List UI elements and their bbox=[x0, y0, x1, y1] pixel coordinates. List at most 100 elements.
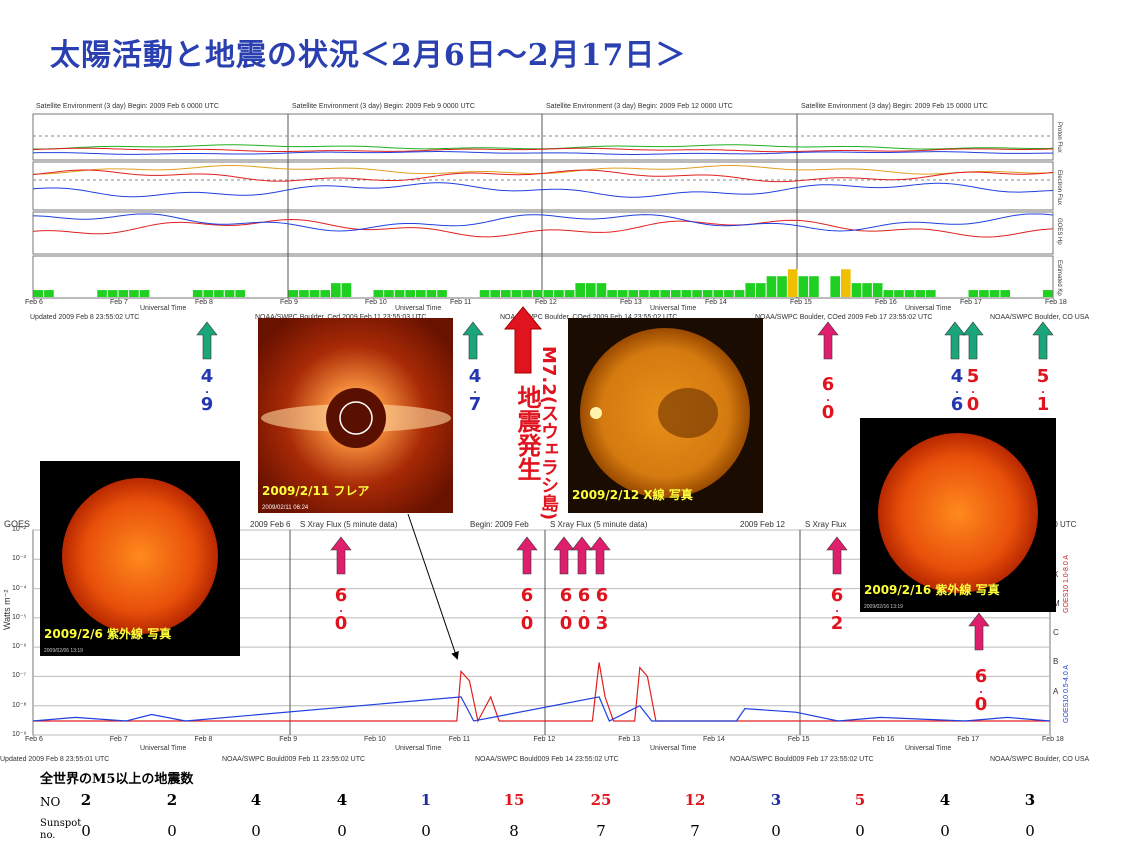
magnitude-arrow-icon bbox=[516, 536, 538, 575]
kp-bar bbox=[734, 290, 745, 297]
top-day-label: Feb 15 bbox=[790, 299, 812, 306]
kp-bar bbox=[904, 290, 915, 297]
kp-bar bbox=[883, 290, 894, 297]
quake-count-cell: 2 bbox=[166, 791, 178, 809]
kp-bar bbox=[660, 290, 670, 297]
sunspot-count-cell: 0 bbox=[940, 822, 950, 840]
goes10-long-label: GOES10 1.0-8.0 A bbox=[1063, 555, 1070, 613]
xray-header-3: S Xray Flux (5 minute data) bbox=[300, 520, 398, 529]
kp-bar bbox=[617, 290, 628, 297]
sunspot-count-cell: 0 bbox=[81, 822, 91, 840]
magnitude-arrow-icon bbox=[589, 536, 611, 575]
sunspot-count-cell: 8 bbox=[509, 822, 519, 840]
kp-bar bbox=[235, 290, 245, 297]
mag-digit: 4 bbox=[200, 366, 214, 387]
kp-bar bbox=[139, 290, 150, 297]
xray-header-6: 2009 Feb 12 bbox=[740, 520, 785, 529]
mag-digit: 9 bbox=[200, 394, 214, 415]
kp-bar bbox=[288, 290, 299, 297]
kp-bar bbox=[501, 290, 511, 297]
quake-arrow-icon bbox=[503, 306, 543, 374]
xray-day-label: Feb 13 bbox=[618, 736, 641, 743]
kp-bar bbox=[511, 290, 522, 297]
top-day-label: Feb 16 bbox=[875, 299, 897, 306]
kp-bar bbox=[979, 290, 989, 297]
top-day-label: Feb 11 bbox=[450, 299, 472, 306]
mag-dot: . bbox=[979, 685, 983, 696]
goes10-short-label: GOES10 0.5-4.0 A bbox=[1063, 665, 1070, 723]
kp-bar bbox=[97, 290, 107, 297]
kp-bar bbox=[299, 290, 309, 297]
mag-digit: 1 bbox=[1036, 394, 1050, 415]
mag-digit: 6 bbox=[559, 585, 573, 606]
kp-bar bbox=[405, 290, 415, 297]
top-day-label: Feb 7 bbox=[110, 299, 128, 306]
kp-bar bbox=[192, 290, 203, 297]
quake-count-cell: 15 bbox=[503, 791, 525, 809]
row-label-no: NO bbox=[40, 795, 61, 809]
kp-bar bbox=[1000, 290, 1010, 297]
photo-stamp: 2009/02/11 06:24 bbox=[262, 505, 309, 511]
kp-bar bbox=[702, 290, 713, 297]
mag-digit: 3 bbox=[595, 613, 609, 634]
xray-footer-2: NOAA/SWPC Bould009 Feb 11 23:55:02 UTC bbox=[222, 756, 366, 763]
sun-uv-photo-feb6: 2009/2/6 紫外線 写真 2009/02/06 13:19 bbox=[40, 461, 240, 656]
xray-ytick: 10⁻⁵ bbox=[12, 613, 27, 621]
mag-digit: 6 bbox=[950, 394, 964, 415]
xray-ytick: 10⁻³ bbox=[12, 555, 26, 563]
kp-bar bbox=[777, 276, 787, 297]
kp-bar bbox=[214, 290, 224, 297]
kp-bar bbox=[320, 290, 330, 297]
photo-caption: 2009/2/12 X線 写真 bbox=[572, 488, 693, 502]
magnitude-label: 5.1 bbox=[1031, 366, 1055, 416]
kp-bar bbox=[851, 283, 862, 297]
xray-day-label: Feb 12 bbox=[533, 736, 556, 743]
kp-bar bbox=[532, 290, 543, 297]
kp-bar bbox=[926, 290, 936, 297]
mag-digit: 0 bbox=[559, 613, 573, 634]
flux-trace bbox=[32, 182, 1054, 198]
kp-bar bbox=[798, 276, 809, 297]
top-day-label: Feb 9 bbox=[280, 299, 298, 306]
kp-bar bbox=[44, 290, 54, 297]
kp-bar bbox=[872, 283, 883, 297]
sunspot-count-cell: 0 bbox=[167, 822, 177, 840]
mag-digit: 6 bbox=[974, 666, 988, 687]
photo-stamp: 2009/02/06 13:19 bbox=[44, 648, 83, 654]
xray-header-4: Begin: 2009 Feb bbox=[470, 520, 529, 529]
top-day-label: Feb 18 bbox=[1045, 299, 1067, 306]
panel-header-4: Satellite Environment (3 day) Begin: 200… bbox=[801, 103, 988, 110]
kp-bar bbox=[224, 290, 235, 297]
mag-digit: 0 bbox=[966, 394, 980, 415]
magnitude-label: 4.6 bbox=[945, 366, 969, 416]
xray-footer-4: NOAA/SWPC Bould009 Feb 17 23:55:02 UTC bbox=[730, 756, 874, 763]
mag-dot: . bbox=[600, 604, 604, 615]
mag-dot: . bbox=[971, 385, 975, 396]
xray-footer-1: Updated 2009 Feb 8 23:55:01 UTC bbox=[0, 756, 110, 763]
kp-bar bbox=[331, 283, 341, 297]
sun-xray-icon bbox=[580, 328, 750, 498]
proton-flux-label: Proton Flux bbox=[1056, 122, 1062, 153]
magnitude-arrow-icon bbox=[196, 321, 218, 360]
kp-bar bbox=[649, 290, 660, 297]
flux-trace bbox=[32, 169, 1054, 183]
mag-dot: . bbox=[955, 385, 959, 396]
flux-trace bbox=[32, 219, 1054, 238]
quake-count-cell: 5 bbox=[854, 791, 866, 809]
flux-trace bbox=[32, 213, 1054, 232]
xray-day-label: Feb 6 bbox=[25, 736, 43, 743]
kp-bar bbox=[543, 290, 554, 297]
mag-digit: 0 bbox=[821, 402, 835, 423]
kp-bar bbox=[968, 290, 979, 297]
flux-trace bbox=[32, 151, 1054, 155]
xray-footer-5: NOAA/SWPC Boulder, CO USA bbox=[990, 756, 1090, 763]
kp-bar bbox=[309, 290, 320, 297]
kp-bar bbox=[607, 290, 617, 297]
panel-footer-2: NOAA/SWPC Boulder, Ced 2009 Feb 11 23:55… bbox=[255, 314, 426, 321]
quake-event-label: 地震発生 bbox=[513, 385, 541, 481]
kp-bar bbox=[394, 290, 405, 297]
top-day-label: Feb 13 bbox=[620, 299, 642, 306]
xray-day-label: Feb 17 bbox=[957, 736, 980, 743]
magnitude-label: 6.0 bbox=[329, 585, 353, 635]
mag-digit: 0 bbox=[334, 613, 348, 634]
